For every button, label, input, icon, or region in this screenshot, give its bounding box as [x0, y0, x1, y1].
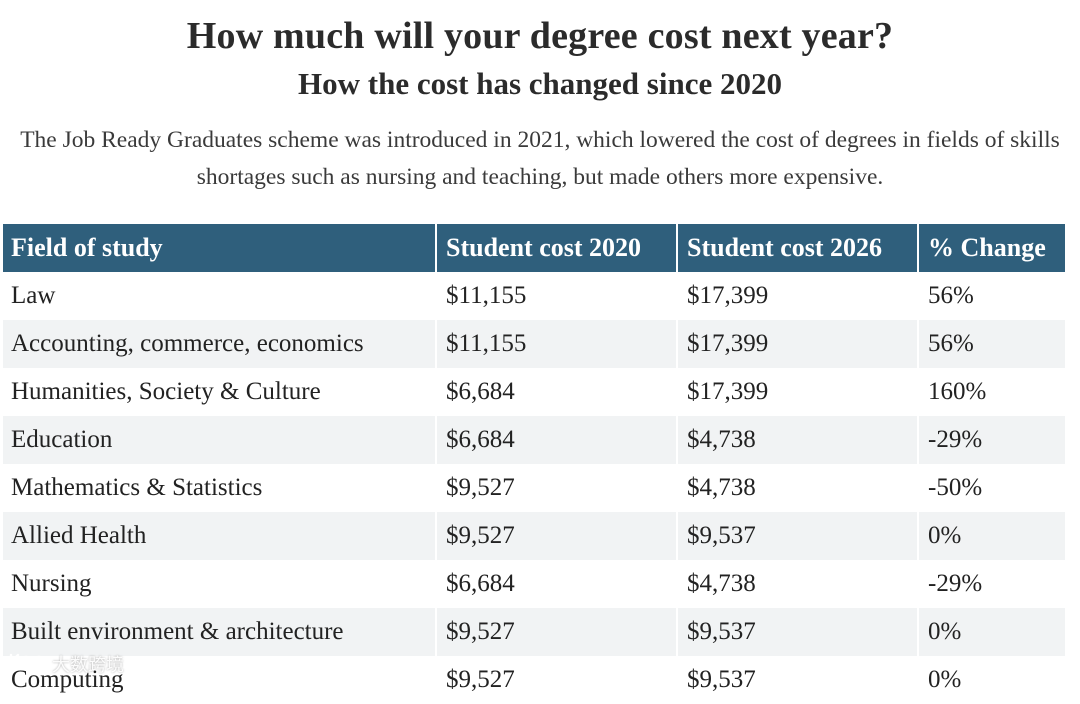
cell-cost-2026: $4,738 [676, 560, 917, 608]
table-row: Humanities, Society & Culture $6,684 $17,3… [3, 368, 1065, 416]
cell-cost-2020: $9,527 [435, 608, 676, 656]
cell-field: Allied Health [11, 522, 147, 549]
cell-change: 56% [917, 272, 1065, 320]
cell-cost-2020: $9,527 [435, 656, 676, 704]
cell-change: -50% [917, 464, 1065, 512]
column-header-change: % Change [917, 224, 1065, 272]
brand-logo-icon [8, 652, 48, 677]
chart-title: How much will your degree cost next year… [186, 15, 894, 57]
cell-field: Built environment & architecture [11, 618, 344, 645]
column-header-cost-2020: Student cost 2020 [435, 224, 676, 272]
cell-cost-2020: $11,155 [435, 320, 676, 368]
cell-change: 0% [917, 512, 1065, 560]
table-row: Accounting, commerce, economics $11,155 $1… [3, 320, 1065, 368]
cell-cost-2026: $17,399 [676, 320, 917, 368]
table-header: Field of study Student cost 2020 Student… [3, 224, 1065, 272]
chart-subtitle: How the cost has changed since 2020 [298, 66, 782, 101]
cell-field: Law [11, 282, 56, 309]
column-header-cost-2026: Student cost 2026 [676, 224, 917, 272]
table-row: Law $11,155 $17,399 56% [3, 272, 1065, 320]
cell-change: 160% [917, 368, 1065, 416]
table-row: Built environment & architecture $9,527 $9… [3, 608, 1065, 656]
cell-cost-2026: $4,738 [676, 464, 917, 512]
table-body: Law $11,155 $17,399 56% Accounting, commerce… [3, 272, 1065, 704]
table-row: Mathematics & Statistics $9,527 $4,738 -50% [3, 464, 1065, 512]
cell-cost-2026: $4,738 [676, 416, 917, 464]
cell-change: -29% [917, 560, 1065, 608]
watermark: 大数跨境 [8, 652, 124, 676]
chart-description: The Job Ready Graduates scheme was intro… [20, 127, 1060, 190]
cell-change: 0% [917, 608, 1065, 656]
table-row: Computing $9,527 $9,537 0% [3, 656, 1065, 704]
cell-field: Mathematics & Statistics [11, 474, 263, 501]
data-table: Field of study Student cost 2020 Student… [3, 224, 1065, 704]
cell-cost-2020: $6,684 [435, 416, 676, 464]
cell-cost-2020: $11,155 [435, 272, 676, 320]
table-row: Allied Health $9,527 $9,537 0% [3, 512, 1065, 560]
cell-change: 56% [917, 320, 1065, 368]
table-row: Education $6,684 $4,738 -29% [3, 416, 1065, 464]
cell-cost-2020: $9,527 [435, 512, 676, 560]
cell-cost-2026: $9,537 [676, 656, 917, 704]
cell-cost-2020: $6,684 [435, 368, 676, 416]
cell-field: Nursing [11, 570, 92, 597]
cell-field: Humanities, Society & Culture [11, 378, 321, 405]
cell-cost-2026: $9,537 [676, 512, 917, 560]
cell-cost-2020: $9,527 [435, 464, 676, 512]
cell-change: -29% [917, 416, 1065, 464]
cell-cost-2026: $17,399 [676, 272, 917, 320]
cell-change: 0% [917, 656, 1065, 704]
cell-field: Accounting, commerce, economics [11, 330, 364, 357]
cell-cost-2026: $9,537 [676, 608, 917, 656]
watermark-text: 大数跨境 [52, 655, 124, 676]
column-header-field: Field of study [11, 233, 163, 262]
cell-cost-2020: $6,684 [435, 560, 676, 608]
cell-field: Education [11, 426, 113, 453]
table-row: Nursing $6,684 $4,738 -29% [3, 560, 1065, 608]
cell-cost-2026: $17,399 [676, 368, 917, 416]
